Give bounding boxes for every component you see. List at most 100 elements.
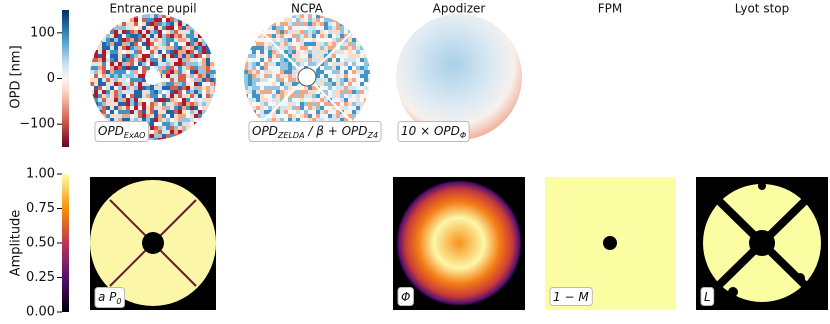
pixel <box>154 98 158 102</box>
pixel <box>276 66 280 70</box>
pixel <box>248 42 252 46</box>
pixel <box>110 66 114 70</box>
pixel <box>360 26 364 30</box>
pixel <box>336 54 340 58</box>
pixel <box>194 18 198 22</box>
pixel <box>344 118 348 122</box>
pixel <box>312 46 316 50</box>
pixel <box>316 118 320 122</box>
pixel <box>138 106 142 110</box>
pixel <box>126 70 130 74</box>
pixel <box>102 82 106 86</box>
pixel <box>328 62 332 66</box>
label-box <box>397 287 414 306</box>
pixel <box>146 54 150 58</box>
pixel <box>134 46 138 50</box>
label-text: 1 − M <box>553 290 589 304</box>
pixel <box>186 126 190 130</box>
pixel <box>332 110 336 114</box>
pixel <box>118 42 122 46</box>
pixel <box>194 82 198 86</box>
pixel <box>174 34 178 38</box>
pixel <box>340 46 344 50</box>
pixel <box>352 74 356 78</box>
pixel <box>158 86 162 90</box>
pixel <box>198 138 202 140</box>
pixel <box>248 46 252 50</box>
pixel <box>280 106 284 110</box>
pixel <box>158 50 162 54</box>
pixel <box>256 86 260 90</box>
pixel <box>252 90 256 94</box>
pixel <box>198 46 202 50</box>
pixel <box>320 62 324 66</box>
pixel <box>90 78 94 82</box>
pixel <box>214 46 216 50</box>
pixel <box>304 90 308 94</box>
pixel <box>174 90 178 94</box>
pixel <box>268 90 272 94</box>
pixel <box>102 110 106 114</box>
pixel <box>288 106 292 110</box>
pixel <box>260 26 264 30</box>
pixel <box>102 34 106 38</box>
pixel <box>320 106 324 110</box>
pixel <box>190 102 194 106</box>
pixel <box>260 54 264 58</box>
pixel <box>206 78 210 82</box>
label-part: 10 × OPD <box>401 124 460 138</box>
tick-label: 0.25 <box>26 270 55 285</box>
pixel <box>308 42 312 46</box>
pixel <box>110 90 114 94</box>
pixel <box>90 22 94 26</box>
pixel <box>268 34 272 38</box>
pixel <box>102 42 106 46</box>
pixel <box>336 66 340 70</box>
pixel <box>324 82 328 86</box>
pixel <box>328 46 332 50</box>
pixel <box>292 30 296 34</box>
pixel <box>300 94 304 98</box>
pixel <box>256 90 260 94</box>
pixel <box>364 50 368 54</box>
pixel <box>320 30 324 34</box>
pixel <box>90 90 94 94</box>
pixel <box>260 78 264 82</box>
pixel <box>98 74 102 78</box>
pixel <box>130 42 134 46</box>
pixel <box>276 14 280 18</box>
pixel <box>190 30 194 34</box>
pixel <box>174 42 178 46</box>
pixel <box>202 118 206 122</box>
pixel <box>244 38 248 42</box>
pixel <box>162 30 166 34</box>
pixel <box>198 34 202 38</box>
label-part: ZELDA <box>277 131 305 140</box>
pixel <box>276 22 280 26</box>
pixel <box>126 74 130 78</box>
pixel <box>206 102 210 106</box>
pixel <box>190 98 194 102</box>
pixel <box>162 70 166 74</box>
pixel <box>324 62 328 66</box>
pixel <box>336 102 340 106</box>
pixel <box>158 110 162 114</box>
pixel <box>118 46 122 50</box>
pixel <box>308 86 312 90</box>
pixel <box>162 90 166 94</box>
pixel <box>98 14 102 18</box>
pixel <box>182 138 186 140</box>
pixel <box>126 22 130 26</box>
pixel <box>150 42 154 46</box>
pixel <box>142 22 146 26</box>
pixel <box>340 22 344 26</box>
pixel <box>114 78 118 82</box>
pixel <box>356 30 360 34</box>
pixel <box>114 62 118 66</box>
pixel <box>190 74 194 78</box>
pixel <box>312 118 316 122</box>
pixel <box>102 54 106 58</box>
pixel <box>110 38 114 42</box>
pixel <box>138 38 142 42</box>
pixel <box>352 106 356 110</box>
